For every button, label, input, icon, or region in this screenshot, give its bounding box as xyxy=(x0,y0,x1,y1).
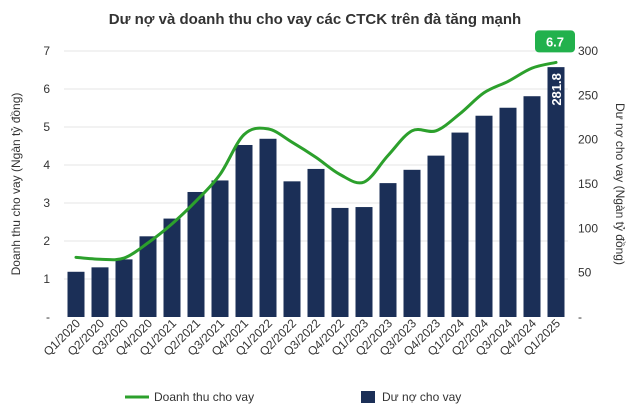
right-axis-ticks: - 50 100 150 200 250 300 xyxy=(578,44,598,324)
bar xyxy=(259,138,277,317)
bar xyxy=(283,181,301,317)
bar xyxy=(547,67,565,318)
right-tick-label: 50 xyxy=(578,266,592,280)
bar xyxy=(211,180,229,317)
bar xyxy=(91,267,109,317)
chart-title: Dư nợ và doanh thu cho vay các CTCK trên… xyxy=(109,11,521,28)
legend-bar-swatch xyxy=(361,391,375,403)
right-axis-title: Dư nợ cho vay (Ngàn tỷ đồng) xyxy=(613,103,627,265)
left-axis-ticks: - 1 2 3 4 5 6 7 xyxy=(43,44,50,324)
line-path xyxy=(74,60,558,262)
bar xyxy=(163,218,181,317)
bar xyxy=(427,155,445,317)
legend-bar-label: Dư nợ cho vay xyxy=(382,390,461,404)
bar xyxy=(139,236,157,317)
x-axis-ticks: Q1/2020Q2/2020Q3/2020Q4/2020Q1/2021Q2/20… xyxy=(41,316,564,359)
bar xyxy=(523,96,541,317)
line-last-value-label: 6.7 xyxy=(546,34,564,49)
bar xyxy=(235,144,253,317)
legend: Doanh thu cho vay Dư nợ cho vay xyxy=(125,390,461,404)
data-labels: 6.7 281.8 xyxy=(535,30,575,106)
line-value-badge xyxy=(535,30,575,53)
line-series xyxy=(74,60,558,262)
left-axis-title: Doanh thu cho vay (Ngàn tỷ đồng) xyxy=(9,93,23,276)
left-tick-label: - xyxy=(46,310,50,324)
bar xyxy=(331,207,349,317)
left-tick-label: 1 xyxy=(43,272,50,286)
left-tick-label: 2 xyxy=(43,234,50,248)
bar-series xyxy=(67,67,565,318)
left-tick-label: 6 xyxy=(43,82,50,96)
bar xyxy=(115,259,133,317)
right-tick-label: 200 xyxy=(578,133,598,147)
bar xyxy=(67,271,85,317)
bar xyxy=(403,169,421,317)
bar xyxy=(307,168,325,317)
right-tick-label: 100 xyxy=(578,221,598,235)
bar-last-value-label: 281.8 xyxy=(549,73,564,106)
bar xyxy=(451,132,469,317)
right-tick-label: 250 xyxy=(578,88,598,102)
bar xyxy=(355,207,373,317)
left-tick-label: 7 xyxy=(43,44,50,58)
left-tick-label: 4 xyxy=(43,158,50,172)
right-tick-label: 150 xyxy=(578,177,598,191)
left-tick-label: 5 xyxy=(43,120,50,134)
bar xyxy=(187,191,205,317)
legend-line-label: Doanh thu cho vay xyxy=(154,390,254,404)
bar xyxy=(499,107,517,317)
bar xyxy=(379,183,397,317)
right-tick-label: - xyxy=(578,310,582,324)
bar xyxy=(475,115,493,317)
left-tick-label: 3 xyxy=(43,196,50,210)
right-tick-label: 300 xyxy=(578,44,598,58)
